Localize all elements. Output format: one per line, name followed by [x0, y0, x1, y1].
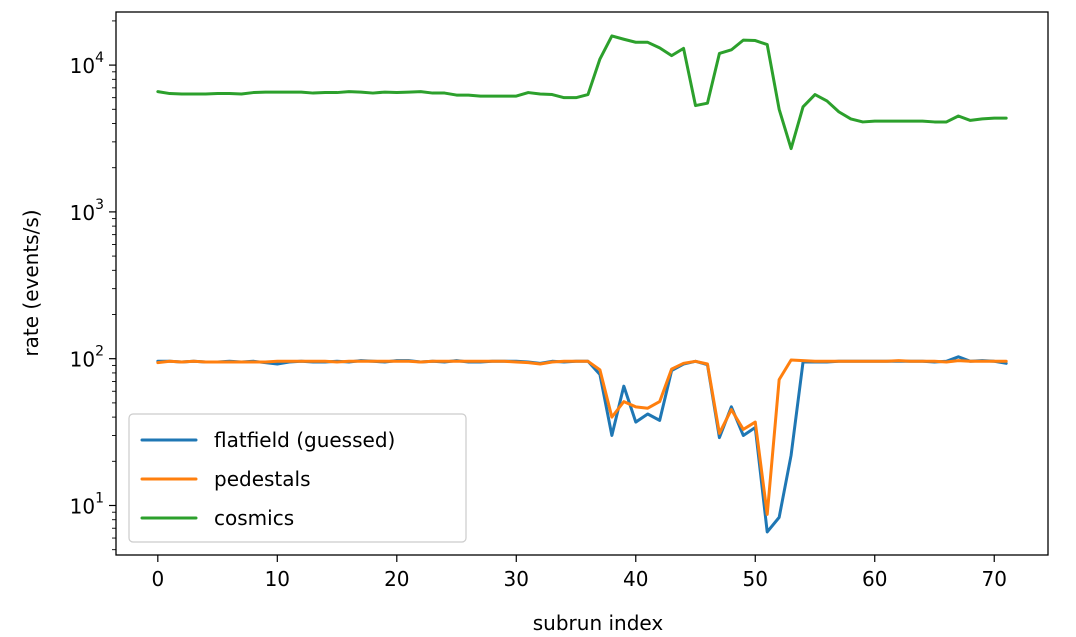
y-tick-label: 103 [70, 197, 104, 225]
series-layer [156, 34, 1008, 534]
y-tick-label: 104 [70, 50, 104, 78]
x-axis-title: subrun index [533, 611, 664, 635]
series-line-pedestals [156, 358, 1008, 516]
x-tick-label: 60 [862, 567, 887, 591]
x-tick-label: 10 [265, 567, 290, 591]
plot-frame [115, 11, 1049, 556]
x-tick-label: 40 [623, 567, 648, 591]
y-tick-label: 101 [70, 490, 104, 518]
legend-frame [128, 413, 467, 543]
legend-label-cosmics: cosmics [214, 506, 294, 530]
legend-label-pedestals: pedestals [214, 467, 311, 491]
legend: flatfield (guessed) pedestals cosmics [128, 413, 467, 543]
x-tick-label: 0 [151, 567, 164, 591]
y-axis-title: rate (events/s) [19, 209, 43, 356]
y-tick-label: 102 [70, 344, 104, 372]
x-tick-label: 50 [743, 567, 768, 591]
x-tick-label: 20 [384, 567, 409, 591]
series-line-cosmics [156, 34, 1008, 151]
axes [115, 11, 1049, 556]
x-tick-label: 70 [982, 567, 1007, 591]
x-tick-label: 30 [504, 567, 529, 591]
ticks: 0 10 20 30 40 50 60 70 101 102 103 104 [70, 20, 1007, 591]
legend-label-flatfield: flatfield (guessed) [214, 428, 395, 452]
